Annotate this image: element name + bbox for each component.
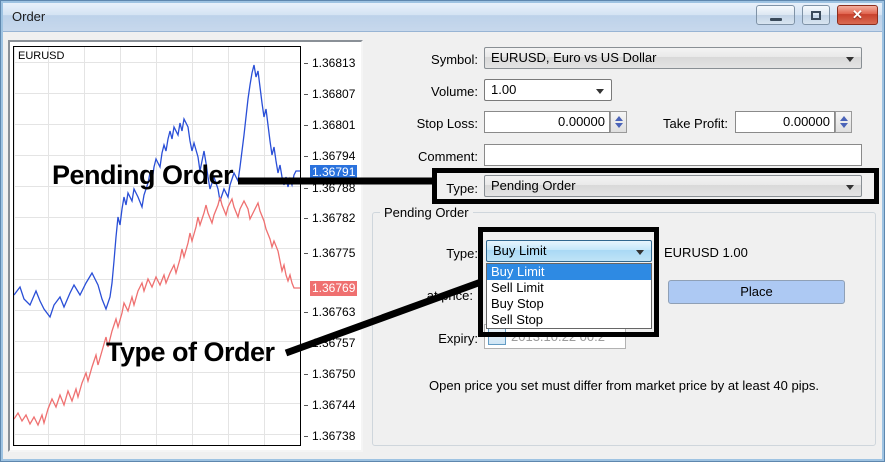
volume-select[interactable]: 1.00 [484,79,612,101]
price-chart[interactable]: EURUSD [13,46,301,446]
symbol-value: EURUSD, Euro vs US Dollar [491,50,657,65]
stop-loss-input[interactable]: 0.00000 [484,111,610,133]
spinner-down-icon[interactable] [840,123,848,128]
price-label: 1.36782 [303,211,356,225]
price-label: 1.36801 [303,118,356,132]
minimize-icon [769,17,782,21]
maximize-button[interactable] [802,5,830,25]
price-label: 1.36775 [303,246,356,260]
take-profit-stepper[interactable] [835,111,852,133]
dropdown-option-buy-stop[interactable]: Buy Stop [491,296,544,311]
close-button[interactable]: ✕ [837,5,878,25]
price-label: 1.36744 [303,398,356,412]
chevron-down-icon [636,250,644,255]
comment-input[interactable] [484,144,862,166]
ask-price-badge: 1.36791 [310,165,358,180]
pips-note: Open price you set must differ from mark… [429,378,819,393]
pending-type-select[interactable]: Buy Limit [486,240,652,262]
expiry-checkbox[interactable] [488,328,506,345]
price-label: 1.36750 [303,367,356,381]
ask-line [14,64,300,319]
title-bar[interactable]: Order [2,2,883,32]
bid-price-badge: 1.36769 [310,281,358,296]
take-profit-label: Take Profit: [662,116,728,131]
chevron-down-icon [596,89,604,94]
expiry-label: Expiry: [438,331,478,346]
maximize-icon [811,10,821,20]
chevron-down-icon [846,57,854,62]
order-type-value: Pending Order [491,178,576,193]
pending-type-dropdown: Buy Limit Sell Limit Buy Stop Sell Stop [486,263,652,329]
price-label: 1.36807 [303,87,356,101]
stop-loss-stepper[interactable] [610,111,627,133]
dropdown-option-sell-limit[interactable]: Sell Limit [491,280,544,295]
price-label: 1.36794 [303,149,356,163]
spinner-up-icon[interactable] [840,116,848,121]
dropdown-option-sell-stop[interactable]: Sell Stop [491,312,544,327]
bid-line [14,196,300,427]
chart-symbol-label: EURUSD [18,50,65,62]
minimize-button[interactable] [756,5,795,25]
at-price-label: at price: [426,288,473,303]
price-label: 1.36813 [303,56,356,70]
dropdown-option-buy-limit[interactable]: Buy Limit [487,264,651,280]
price-axis: 1.36813 1.36807 1.36801 1.36794 1.36791 … [303,42,362,446]
symbol-select[interactable]: EURUSD, Euro vs US Dollar [484,47,862,69]
spinner-up-icon[interactable] [615,116,623,121]
order-summary: EURUSD 1.00 [664,245,748,260]
pending-order-group-title: Pending Order [380,205,473,220]
comment-label: Comment: [418,149,478,164]
take-profit-input[interactable]: 0.00000 [735,111,835,133]
volume-value: 1.00 [491,82,517,97]
annotation-pending-order: Pending Order [52,160,234,190]
chevron-down-icon [846,185,854,190]
price-label: 1.36763 [303,305,356,319]
expiry-date-value: 2013.10.22 00:2 [511,329,605,344]
volume-label: Volume: [431,84,478,99]
order-type-label: Type: [446,181,478,196]
chart-panel: EURUSD 1.36813 1.36807 1.36801 1.36794 1… [8,40,363,452]
pending-type-label: Type: [446,246,478,261]
pending-type-value: Buy Limit [493,243,547,258]
order-type-select[interactable]: Pending Order [484,175,862,197]
close-icon: ✕ [852,7,863,22]
price-label: 1.36757 [303,336,356,350]
stop-loss-label: Stop Loss: [416,116,478,131]
window-title: Order [12,9,46,24]
annotation-type-of-order: Type of Order [106,337,275,367]
price-label: 1.36788 [303,181,356,195]
spinner-down-icon[interactable] [615,123,623,128]
symbol-label: Symbol: [431,52,478,67]
place-button[interactable]: Place [668,280,845,304]
chart-lines [14,64,300,427]
price-label: 1.36738 [303,429,356,443]
